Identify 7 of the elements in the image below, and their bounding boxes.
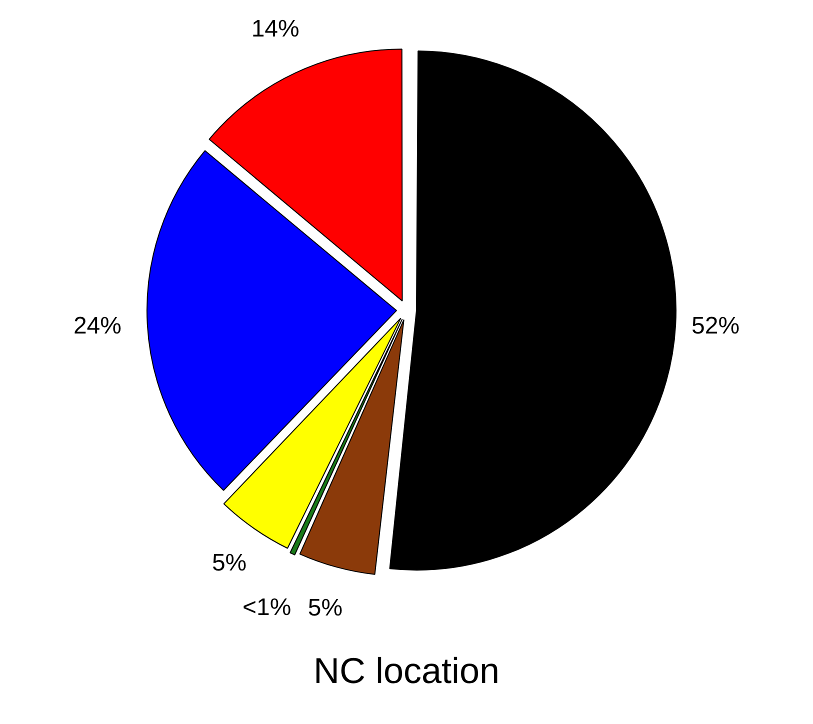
data-label: <1% (242, 594, 292, 622)
data-label: 24% (73, 312, 122, 340)
data-label: 5% (308, 594, 343, 622)
data-label: 14% (251, 15, 300, 42)
data-label: 5% (212, 549, 247, 576)
text: NC location (312, 650, 501, 692)
data-label: 52% (692, 312, 740, 340)
